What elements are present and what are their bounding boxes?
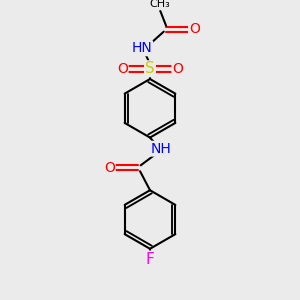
Text: S: S (145, 61, 155, 76)
Text: O: O (172, 62, 183, 76)
Text: CH₃: CH₃ (150, 0, 171, 9)
Text: NH: NH (151, 142, 172, 156)
Text: O: O (104, 161, 115, 175)
Text: HN: HN (131, 41, 152, 55)
Text: F: F (146, 251, 154, 266)
Text: O: O (189, 22, 200, 36)
Text: O: O (117, 62, 128, 76)
